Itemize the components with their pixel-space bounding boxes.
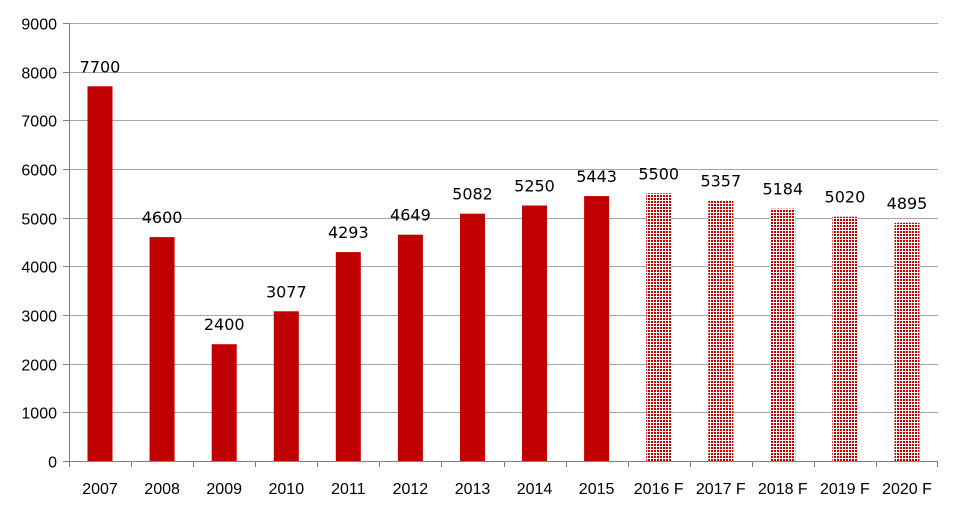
data-label: 5443 [576,167,617,186]
x-axis-tick-labels: 2007 2008 2009 2010 2011 2012 2013 2014 2015 2016… [82,481,932,498]
bar [584,196,610,461]
y-tick-label: 1000 [21,406,57,423]
bar [273,311,299,461]
data-label: 3077 [266,282,307,301]
gridlines [69,23,938,413]
y-tick-label: 0 [48,455,57,472]
y-tick-label: 3000 [21,309,57,326]
bar-forecast [646,193,672,462]
x-tick-label: 2015 [579,481,615,498]
data-label: 5250 [514,177,555,196]
data-label: 5020 [825,188,866,207]
x-tick-label: 2020 F [882,481,932,498]
x-tick-label: 2009 [206,481,242,498]
x-tick-label: 2011 [331,481,366,498]
x-tick-label: 2010 [269,481,305,498]
y-tick-label: 5000 [21,212,57,229]
x-tick-label: 2018 F [758,481,808,498]
data-label: 4649 [390,206,431,225]
data-label: 4293 [328,223,369,242]
axes [63,23,938,467]
y-axis-tick-labels: 0 1000 2000 3000 4000 5000 6000 7000 8000 9000 [21,17,57,472]
data-label: 5357 [700,171,741,190]
bar-forecast [832,216,858,461]
bar [522,205,547,461]
y-tick-label: 9000 [21,17,57,34]
data-label: 5184 [762,180,803,199]
y-tick-label: 7000 [21,114,57,131]
x-tick-label: 2007 [82,481,118,498]
y-tick-label: 4000 [21,260,57,277]
bars [87,86,920,462]
bar [149,237,175,461]
x-tick-label: 2013 [455,481,491,498]
data-label: 4600 [142,208,183,227]
bar-forecast [770,208,796,461]
x-tick-label: 2008 [144,481,180,498]
y-tick-label: 6000 [21,163,57,180]
bar-forecast [708,200,734,462]
bar [460,213,485,461]
x-tick-label: 2016 F [634,481,684,498]
data-label: 4895 [887,194,928,213]
bar-forecast [894,222,920,461]
bar [211,344,237,461]
x-tick-label: 2014 [517,481,553,498]
y-tick-label: 2000 [21,358,57,375]
data-label: 5500 [638,164,679,183]
data-labels: 7700 4600 2400 3077 4293 4649 5082 5250 5443 5500… [80,57,928,334]
data-label: 2400 [204,315,245,334]
data-label: 7700 [80,57,121,76]
y-tick-label: 8000 [21,66,57,83]
data-label: 5082 [452,185,493,204]
x-tick-label: 2012 [393,481,429,498]
bar [335,252,361,461]
x-tick-label: 2019 F [820,481,870,498]
bar [87,86,113,462]
x-tick-label: 2017 F [696,481,746,498]
bar [397,234,423,461]
